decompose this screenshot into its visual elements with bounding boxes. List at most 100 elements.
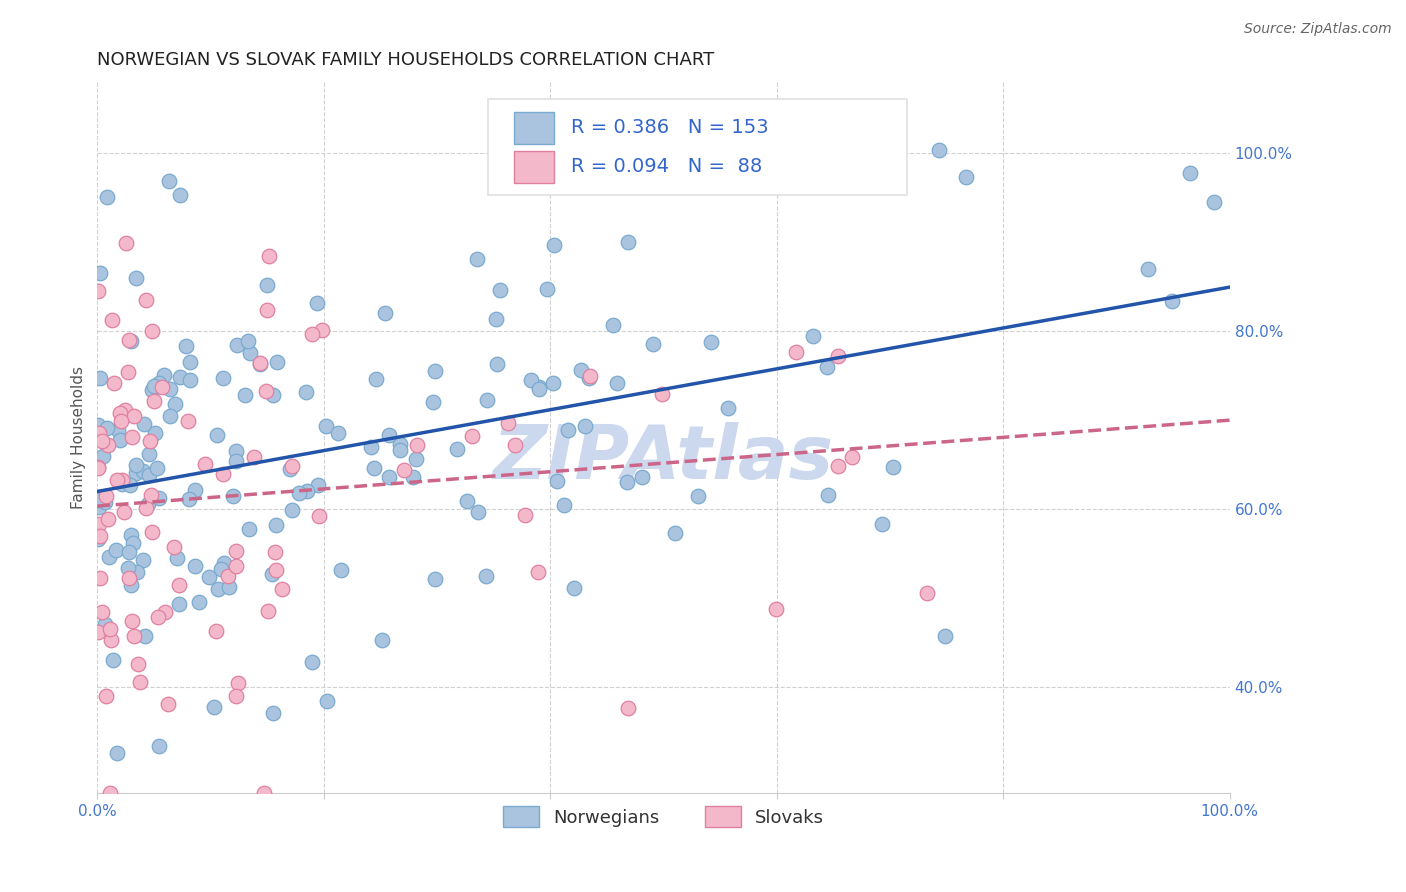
Point bbox=[142, 393, 165, 408]
Point bbox=[602, 318, 624, 333]
Point bbox=[928, 143, 950, 157]
Point bbox=[330, 563, 353, 577]
Text: Source: ZipAtlas.com: Source: ZipAtlas.com bbox=[1244, 22, 1392, 37]
Point bbox=[225, 558, 247, 573]
Point bbox=[305, 296, 328, 310]
Point bbox=[262, 388, 284, 402]
Point bbox=[475, 568, 498, 582]
Point bbox=[378, 428, 401, 442]
Point bbox=[222, 489, 245, 503]
Point bbox=[148, 609, 170, 624]
Point bbox=[125, 466, 148, 480]
Point bbox=[817, 488, 839, 502]
Point bbox=[98, 550, 121, 565]
Point bbox=[143, 379, 166, 393]
Point bbox=[91, 605, 114, 619]
Point bbox=[225, 444, 247, 458]
Point bbox=[118, 545, 141, 559]
Point bbox=[120, 577, 142, 591]
Point bbox=[606, 376, 628, 390]
Point bbox=[256, 277, 278, 292]
Point bbox=[211, 467, 233, 481]
Point bbox=[135, 293, 157, 307]
Point bbox=[124, 271, 146, 285]
Point bbox=[225, 689, 247, 703]
Point bbox=[363, 461, 385, 475]
Point bbox=[406, 438, 429, 452]
Point bbox=[394, 462, 416, 476]
Point bbox=[218, 580, 240, 594]
Point bbox=[238, 522, 260, 536]
Point bbox=[569, 363, 592, 377]
Point bbox=[233, 387, 256, 401]
Point bbox=[801, 329, 824, 343]
Point bbox=[496, 416, 519, 430]
Point bbox=[281, 459, 304, 474]
Point bbox=[579, 368, 602, 383]
Point bbox=[205, 427, 228, 442]
Point bbox=[184, 558, 207, 573]
Point bbox=[527, 565, 550, 579]
Point bbox=[94, 617, 117, 632]
Point bbox=[790, 101, 813, 115]
Point bbox=[371, 633, 394, 648]
Point bbox=[153, 368, 176, 383]
Point bbox=[94, 690, 117, 704]
Point bbox=[515, 508, 537, 522]
Point bbox=[377, 470, 399, 484]
Point bbox=[315, 419, 337, 434]
Point bbox=[89, 266, 111, 280]
Point bbox=[281, 502, 304, 516]
Point bbox=[117, 365, 139, 379]
Point bbox=[179, 492, 201, 507]
Point bbox=[328, 426, 350, 441]
Point bbox=[94, 495, 117, 509]
Point bbox=[89, 571, 111, 585]
Point bbox=[129, 674, 152, 689]
Point bbox=[156, 697, 179, 711]
Point bbox=[202, 700, 225, 714]
Point bbox=[257, 249, 280, 263]
Point bbox=[96, 421, 118, 435]
Point bbox=[143, 426, 166, 441]
Point bbox=[89, 529, 111, 543]
Point bbox=[717, 401, 740, 415]
Text: NORWEGIAN VS SLOVAK FAMILY HOUSEHOLDS CORRELATION CHART: NORWEGIAN VS SLOVAK FAMILY HOUSEHOLDS CO… bbox=[97, 51, 714, 69]
FancyBboxPatch shape bbox=[515, 151, 554, 183]
Point bbox=[114, 402, 136, 417]
Point bbox=[118, 333, 141, 347]
Point bbox=[105, 473, 128, 487]
Point bbox=[148, 739, 170, 753]
Point bbox=[127, 657, 149, 671]
Point bbox=[460, 429, 482, 443]
Legend: Norwegians, Slovaks: Norwegians, Slovaks bbox=[495, 799, 831, 834]
Point bbox=[475, 392, 498, 407]
Point bbox=[1136, 261, 1159, 276]
Point bbox=[179, 373, 201, 387]
Point bbox=[141, 524, 163, 539]
Point bbox=[225, 543, 247, 558]
Point bbox=[90, 434, 112, 448]
Point bbox=[120, 528, 142, 542]
Point bbox=[264, 563, 287, 577]
Point bbox=[146, 460, 169, 475]
Point bbox=[288, 485, 311, 500]
Point bbox=[114, 236, 136, 251]
Point bbox=[87, 625, 110, 640]
Point bbox=[87, 417, 110, 432]
Point bbox=[157, 174, 180, 188]
Point bbox=[97, 437, 120, 451]
Point bbox=[217, 569, 239, 583]
Point bbox=[543, 238, 565, 252]
Point bbox=[108, 406, 131, 420]
Point bbox=[616, 475, 638, 489]
Point bbox=[89, 371, 111, 385]
Point bbox=[111, 476, 134, 491]
Point bbox=[188, 595, 211, 609]
Point bbox=[212, 557, 235, 571]
Point bbox=[402, 469, 425, 483]
Point bbox=[553, 498, 575, 512]
Point bbox=[543, 376, 565, 391]
Point bbox=[101, 653, 124, 667]
Point bbox=[134, 629, 156, 643]
